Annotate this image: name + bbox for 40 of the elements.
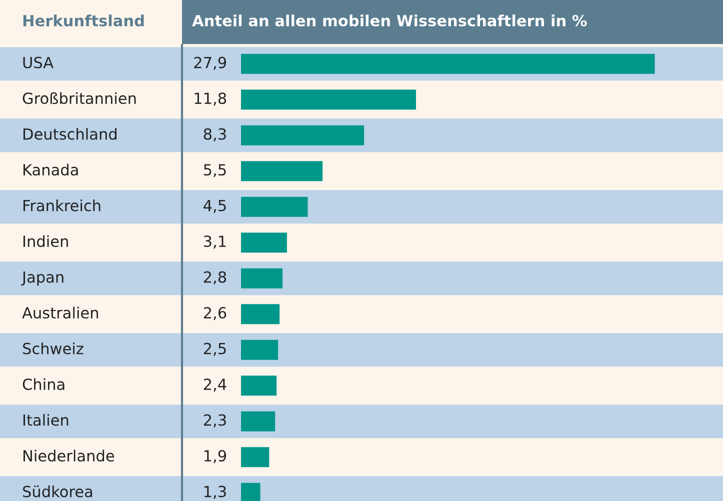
y-tick-label: Schweiz bbox=[23, 342, 84, 354]
bar bbox=[241, 447, 270, 468]
chart-title: Anteil an allen mobilen Wissenschaftlern in % bbox=[192, 14, 587, 26]
data-label: 5,5 bbox=[204, 164, 226, 178]
y-tick-label: Japan bbox=[21, 271, 64, 286]
data-label: 1,9 bbox=[204, 450, 226, 464]
y-tick-label: Kanada bbox=[24, 164, 78, 176]
bar bbox=[241, 411, 276, 432]
data-label: 4,5 bbox=[204, 200, 226, 213]
y-tick-label: Italien bbox=[24, 414, 68, 426]
y-tick-label: Südkorea bbox=[23, 485, 92, 498]
y-tick-label: Deutschland bbox=[24, 128, 116, 140]
bar bbox=[241, 90, 416, 110]
data-label: 2,8 bbox=[204, 271, 226, 284]
data-label: 2,4 bbox=[204, 378, 226, 392]
y-tick-label: Niederlande bbox=[24, 450, 114, 462]
y-tick-label: Frankreich bbox=[24, 199, 100, 212]
data-label: 2,3 bbox=[204, 414, 226, 428]
y-axis-title: Herkunftsland bbox=[23, 14, 144, 26]
y-tick-label: USA bbox=[23, 56, 54, 68]
bar bbox=[241, 54, 655, 74]
y-tick-label: Australien bbox=[22, 306, 98, 319]
data-label: 3,1 bbox=[204, 236, 226, 249]
data-label: 2,6 bbox=[204, 307, 226, 320]
bar bbox=[241, 196, 308, 217]
y-tick-label: Indien bbox=[24, 235, 68, 248]
data-label: 27,9 bbox=[194, 56, 226, 70]
y-tick-label: China bbox=[22, 378, 64, 390]
bar bbox=[241, 268, 283, 288]
data-label: 8,3 bbox=[204, 128, 226, 142]
y-tick-label: Großbritannien bbox=[22, 92, 136, 104]
bar bbox=[241, 304, 280, 324]
bar bbox=[241, 161, 323, 182]
data-label: 2,5 bbox=[204, 342, 226, 356]
bar bbox=[241, 125, 364, 146]
bar bbox=[241, 232, 287, 253]
bar bbox=[241, 340, 278, 360]
data-label: 1,3 bbox=[204, 486, 226, 499]
data-label: 11,8 bbox=[194, 92, 226, 106]
bar bbox=[241, 376, 277, 396]
